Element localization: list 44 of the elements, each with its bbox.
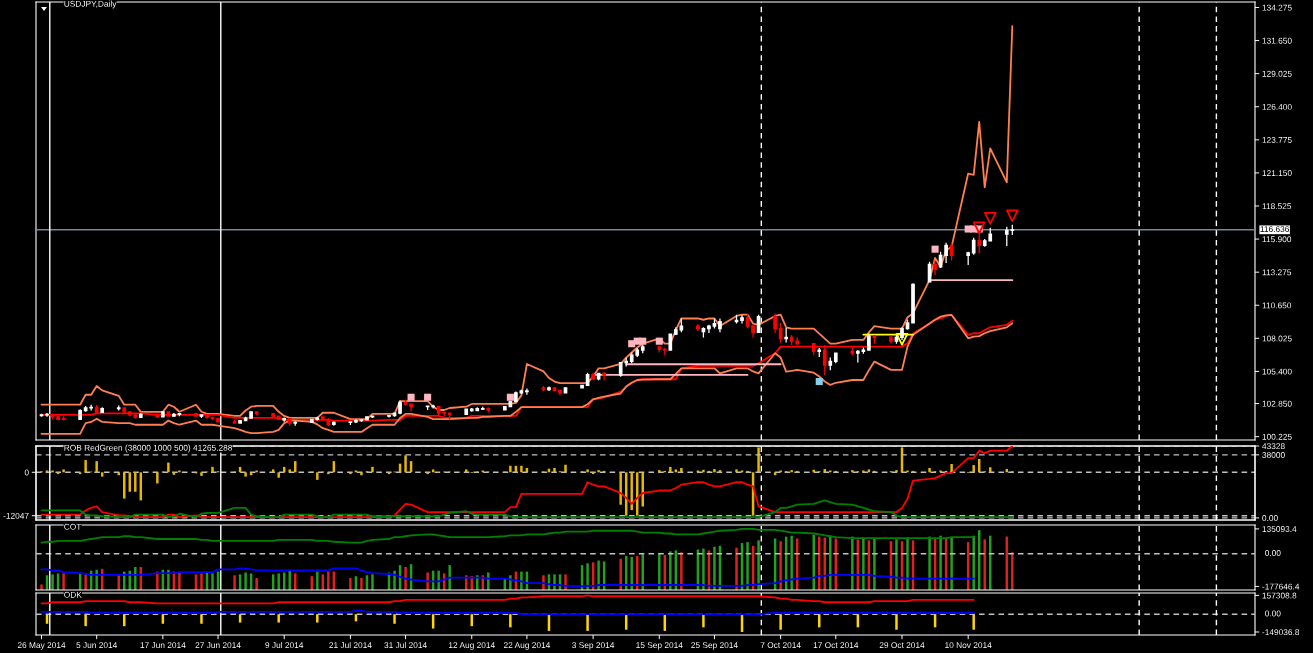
x-tick-label: 25 Sep 2014 — [691, 642, 738, 650]
y-tick-label: 115.900 — [1262, 236, 1292, 243]
y-tick-label: -149036.8 — [1262, 629, 1300, 636]
x-tick-label: 27 Jun 2014 — [195, 642, 241, 649]
chart-title: ROB RedGreen (38000 1000 500) 41265.288 — [64, 444, 233, 453]
y2-tick-label: 0 — [24, 469, 29, 476]
x-tick-label: 21 Jul 2014 — [329, 641, 372, 649]
y-tick-label: 135093.4 — [1262, 526, 1297, 532]
x-tick-label: 22 Aug 2014 — [503, 642, 551, 650]
x-tick-label: 15 Sep 2014 — [636, 642, 683, 650]
y-tick-label: 134.275 — [1262, 4, 1292, 11]
chart-title: COT — [64, 523, 82, 530]
chart-title: ODK — [64, 591, 82, 598]
y2-tick-label: -12047 — [3, 512, 29, 519]
chart-title: USDJPY,Daily — [64, 0, 117, 9]
y-tick-label: 105.400 — [1262, 368, 1292, 375]
y-tick-label: 113.275 — [1262, 269, 1292, 276]
x-tick-label: 17 Oct 2014 — [813, 642, 859, 649]
x-tick-label: 10 Nov 2014 — [945, 642, 992, 649]
x-tick-label: 7 Oct 2014 — [760, 642, 801, 649]
y-tick-label: 102.850 — [1262, 400, 1292, 407]
y-tick-label: 123.775 — [1262, 137, 1292, 143]
x-tick-label: 3 Sep 2014 — [572, 642, 615, 650]
x-tick-label: 17 Jun 2014 — [140, 642, 186, 649]
ref-line-label: 116.636 — [1260, 226, 1290, 233]
x-tick-label: 5 Jun 2014 — [76, 642, 118, 649]
y-tick-label: 157308.8 — [1262, 592, 1297, 599]
y-tick-label: 121.150 — [1262, 170, 1292, 177]
y-tick-label: -177646.4 — [1262, 583, 1300, 590]
x-tick-label: 29 Oct 2014 — [879, 642, 925, 649]
x-tick-label: 26 May 2014 — [17, 642, 66, 650]
y-tick-label: 131.650 — [1262, 37, 1292, 44]
x-tick-label: 31 Jul 2014 — [384, 641, 427, 649]
y-tick-label: 43328 — [1262, 443, 1285, 450]
y-tick-label: 126.400 — [1262, 103, 1292, 110]
y-tick-label: 129.025 — [1262, 70, 1292, 77]
y-tick-label: 108.025 — [1262, 335, 1292, 342]
y-tick-label: 0.00 — [1262, 515, 1278, 521]
y-tick-label: 38000 — [1262, 452, 1285, 458]
y-tick-label: 110.650 — [1262, 302, 1292, 309]
y-tick-label: 100.225 — [1262, 433, 1292, 440]
y-tick-label: 118.525 — [1262, 203, 1292, 210]
x-tick-label: 9 Jul 2014 — [265, 641, 304, 649]
x-tick-label: 12 Aug 2014 — [448, 642, 495, 650]
